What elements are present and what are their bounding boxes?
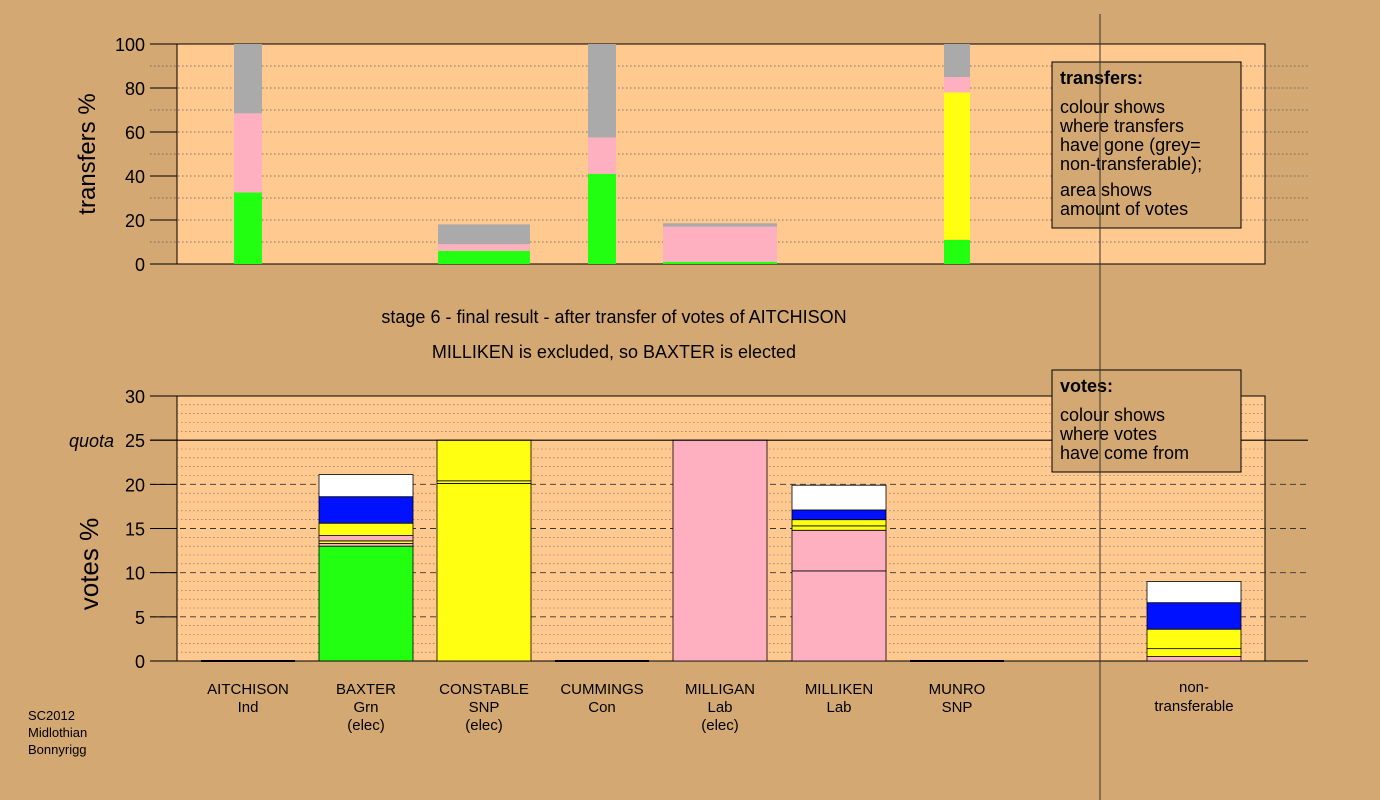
nontransferable-label-line2: transferable [1154,698,1233,715]
votes-panel: 0 5 10 15 20 25 30 quota votes % votes: colour… [69,369,1308,734]
candidate-party: SNP [469,699,500,716]
transfers-bar-segment [588,44,616,138]
votes-bar-segment [436,483,532,662]
votes-bar-segment [791,509,887,521]
transfers-panel: 0 20 40 60 80 100 transfers % transfers: colo… [74,35,1308,275]
transfers-bar-segment [944,92,970,240]
votes-bar-segment [791,519,887,527]
votes-y-tick-label: 10 [125,564,145,584]
transfers-note: transfers: colour shows where transfers … [1051,61,1242,229]
votes-bar-segment [318,522,414,536]
transfers-bar-segment [588,173,616,264]
transfers-bar-segment [234,192,262,264]
transfers-bars [234,44,970,264]
candidate-name: BAXTER [336,681,396,698]
votes-y-tick-label: 0 [135,652,145,672]
votes-bar-segment [791,484,887,511]
transfers-y-tick-label: 60 [125,123,145,143]
candidate-party: SNP [942,699,973,716]
transfers-note-line: have gone (grey= [1060,135,1201,155]
votes-bar-segment [791,529,887,572]
votes-note-line: have come from [1060,443,1189,463]
votes-bar-segment [318,535,414,542]
transfers-bar-segment [234,113,262,193]
candidate-party: Lab [826,699,851,716]
quota-label: quota [69,431,114,451]
transfers-y-ticks: 0 20 40 60 80 100 [115,35,177,275]
result-title: MILLIKEN is excluded, so BAXTER is elect… [432,342,796,362]
transfers-bar-segment [944,77,970,93]
transfers-y-tick-label: 20 [125,211,145,231]
transfers-bar-segment [663,261,777,264]
transfers-note-line: colour shows [1060,97,1165,117]
votes-bar-segment [1146,628,1242,650]
transfers-bar-segment [944,239,970,264]
candidate-name: MILLIKEN [805,681,873,698]
transfers-bar-segment [588,137,616,174]
candidate-name: AITCHISON [207,681,289,698]
candidate-name: MILLIGAN [685,681,755,698]
candidate-party: Con [588,699,616,716]
votes-bar-segment [791,570,887,662]
transfers-y-label: transfers % [74,93,101,214]
transfers-bar-segment [438,224,530,245]
candidate-status: (elec) [465,717,503,734]
votes-y-label: votes % [74,518,104,611]
transfers-note-line: amount of votes [1060,199,1188,219]
candidate-name: CUMMINGS [560,681,643,698]
votes-y-tick-label: 25 [125,431,145,451]
votes-bar-segment [318,496,414,524]
votes-y-tick-label: 20 [125,475,145,495]
votes-y-tick-label: 30 [125,387,145,407]
candidate-name: MUNRO [929,681,986,698]
transfers-bar-segment [663,223,777,227]
transfers-y-tick-label: 40 [125,167,145,187]
transfers-bar-segment [438,244,530,251]
transfers-bar-segment [663,226,777,262]
votes-bar-segment [318,545,414,662]
transfers-y-tick-label: 100 [115,35,145,55]
transfers-note-title: transfers: [1060,68,1143,88]
votes-bar-segment [436,439,532,482]
transfers-note-line: where transfers [1059,116,1184,136]
votes-bar-segment [1146,656,1242,662]
transfers-y-tick-label: 0 [135,255,145,275]
votes-bar-segment [1146,602,1242,630]
candidate-party: Lab [707,699,732,716]
candidate-party: Grn [353,699,378,716]
votes-bar-segment [1146,581,1242,604]
transfers-note-line: non-transferable); [1060,154,1202,174]
candidate-labels: AITCHISONIndBAXTERGrn(elec)CONSTABLESNP(… [207,681,985,734]
votes-note-title: votes: [1060,376,1113,396]
candidate-party: Ind [238,699,259,716]
candidate-status: (elec) [701,717,739,734]
candidate-status: (elec) [347,717,385,734]
votes-note-line: colour shows [1060,405,1165,425]
votes-bar-segment [318,474,414,498]
transfers-note-line: area shows [1060,180,1152,200]
votes-note-line: where votes [1059,424,1157,444]
votes-y-tick-label: 15 [125,520,145,540]
votes-note: votes: colour shows where votes have com… [1051,369,1242,473]
stage-title: stage 6 - final result - after transfer … [381,307,846,327]
votes-bar-segment [672,439,768,662]
footer-line2: Midlothian [28,725,87,740]
candidate-name: CONSTABLE [439,681,529,698]
votes-bar-segment [791,525,887,531]
votes-bars [201,439,1242,662]
footer-line1: SC2012 [28,708,75,723]
transfers-bar-segment [438,250,530,264]
transfers-bar-segment [944,44,970,77]
votes-y-ticks: 0 5 10 15 20 25 30 [125,387,177,672]
votes-y-tick-label: 5 [135,608,145,628]
votes-bar-segment [1146,648,1242,657]
transfers-y-tick-label: 80 [125,79,145,99]
nontransferable-label-line1: non- [1179,679,1209,696]
footer-line3: Bonnyrigg [28,742,87,757]
transfers-bar-segment [234,44,262,114]
